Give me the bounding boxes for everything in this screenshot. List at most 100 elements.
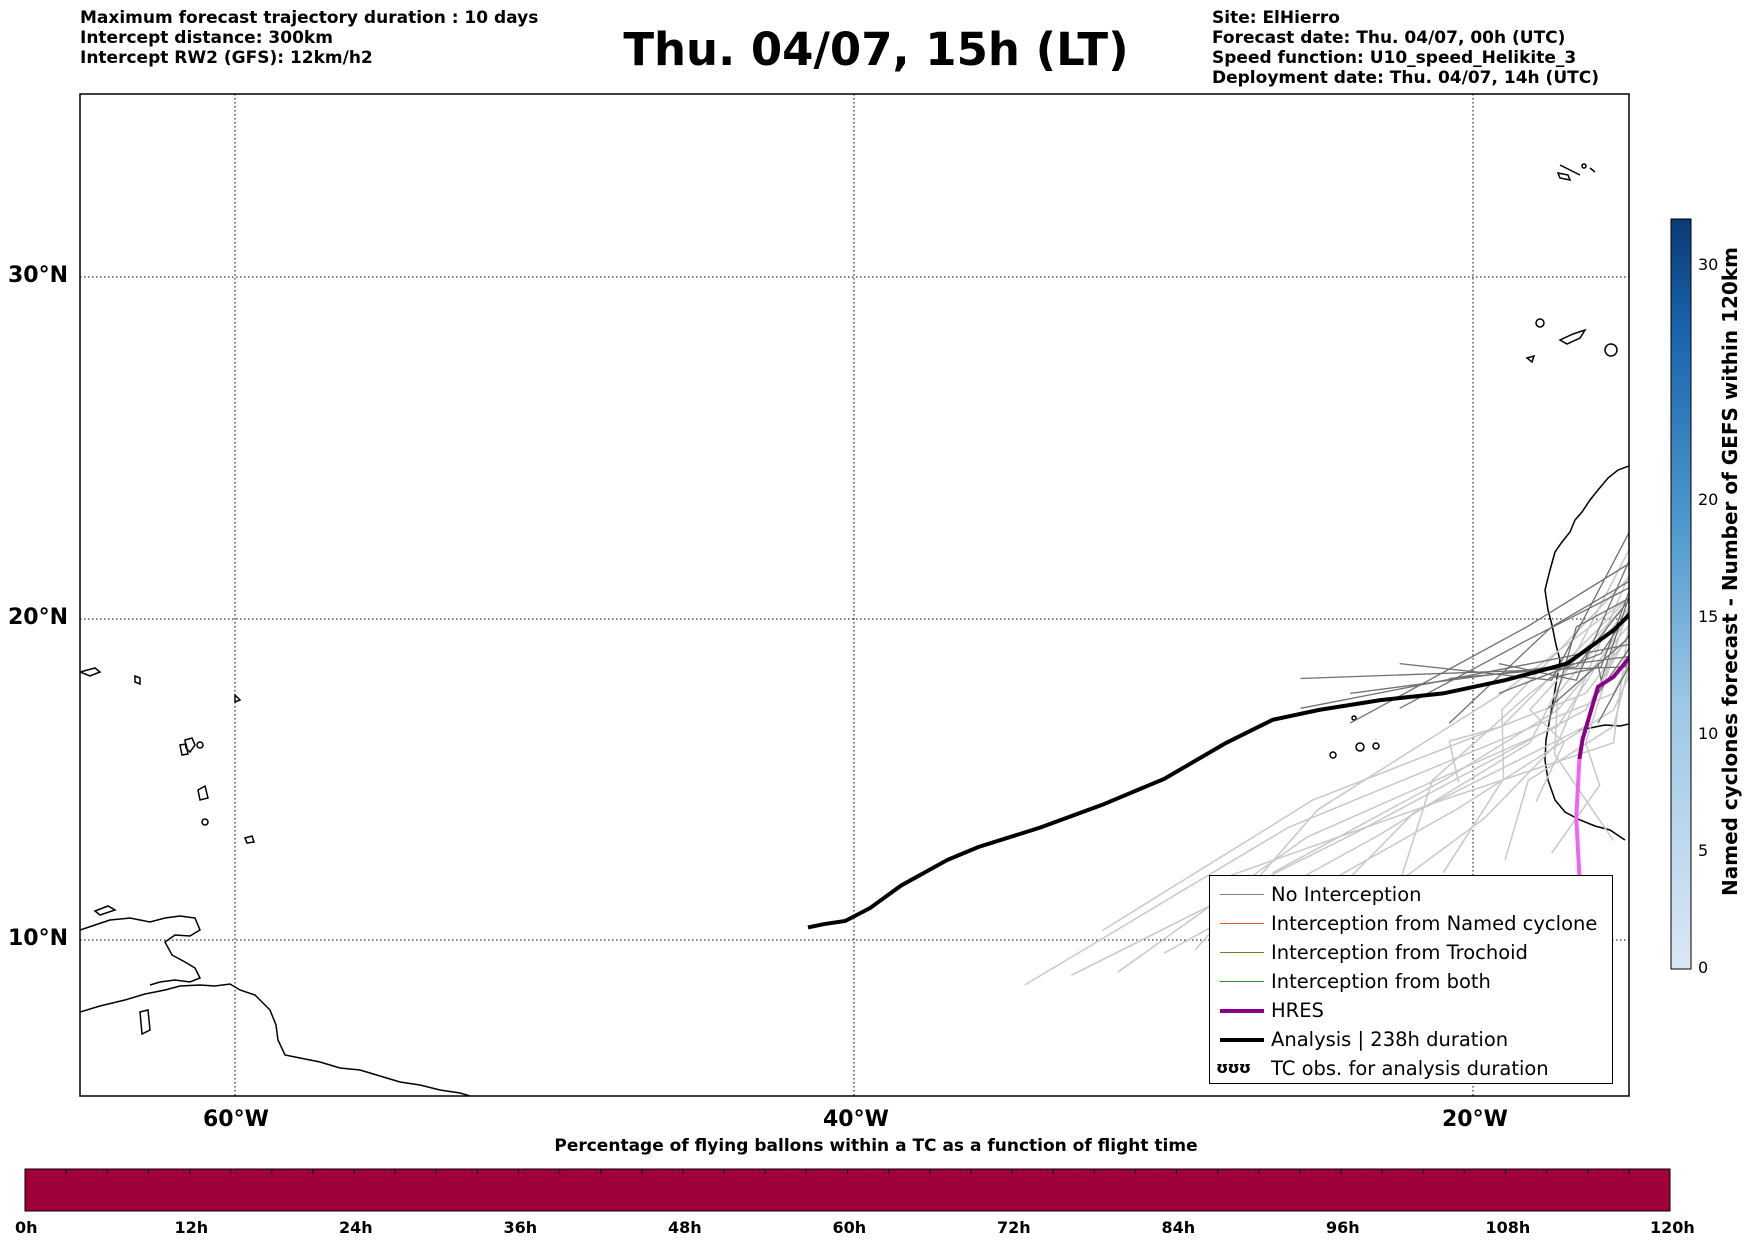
colorbar-tick: 10 [1698,724,1719,743]
header-left-line: Intercept RW2 (GFS): 12km/h2 [80,48,373,68]
coastline-africa [1544,465,1629,841]
tc-bar-tick-label: 0h [15,1218,38,1237]
island-azores [1556,171,1572,182]
no-interception-track [1449,599,1629,680]
header-right: Site: ElHierro Forecast date: Thu. 04/07… [1212,8,1599,88]
ensemble-track [1101,634,1629,932]
ensemble-track [1550,603,1629,854]
legend-label: HRES [1271,999,1324,1022]
ensemble-track [1163,548,1629,954]
ensemble-track [1504,663,1629,861]
header-right-line: Speed function: U10_speed_Helikite_3 [1212,48,1577,68]
island-cape-verde [1351,715,1357,721]
ensemble-track [1349,573,1629,919]
no-interception-track [1300,652,1629,680]
ensemble-track [1194,596,1629,951]
header-right-line: Deployment date: Thu. 04/07, 14h (UTC) [1212,68,1599,88]
no-interception-track [1597,646,1629,694]
coastline-venezuela [80,915,202,986]
no-interception-track [1548,633,1629,709]
header-left-line: Intercept distance: 300km [80,28,333,48]
gridlines [80,94,1629,1096]
page-title: Thu. 04/07, 15h (LT) [623,23,1129,76]
tc-obs-icon: ʊʊʊ [1216,1058,1251,1077]
legend-item-analysis: Analysis | 238h duration [1210,1026,1610,1054]
ensemble-track [1272,624,1629,874]
header-right-line: Site: ElHierro [1212,8,1340,28]
island-caribbean [234,693,242,704]
coastline-iberia [1559,164,1596,176]
no-interception-track [1300,643,1629,709]
legend: No Interception Interception from Named … [1209,875,1613,1084]
island-azores [1581,163,1587,169]
header-left: Maximum forecast trajectory duration : 1… [80,8,538,68]
island-caribbean [197,784,209,801]
island-caribbean [139,1009,151,1036]
island-caribbean [179,743,189,756]
island-caribbean [93,905,117,916]
tc-bar-tick-label: 120h [1650,1218,1695,1237]
lat-label: 20°N [8,605,69,630]
legend-item-hres: HRES [1210,997,1610,1025]
island-cape-verde [1329,751,1337,759]
lat-label: 10°N [8,926,69,951]
coastlines [80,164,1629,1096]
ensemble-track [1241,673,1629,932]
island-cape-verde [1355,742,1365,752]
island-canary [1604,343,1618,357]
legend-item-both: Interception from both [1210,968,1610,996]
legend-swatch [1220,923,1264,924]
hres-trajectory [1577,654,1629,760]
island-canary [1558,328,1587,345]
islands [80,163,1618,1036]
no-interception-track [1597,595,1629,683]
legend-swatch [1220,981,1264,982]
tc-bar-tick-label: 12h [174,1218,209,1237]
island-cape-verde [1372,742,1380,750]
island-canary [1535,318,1545,328]
no-interception-track [1349,562,1629,724]
legend-label: Interception from Named cyclone [1271,912,1598,935]
header-right-line: Forecast date: Thu. 04/07, 00h (UTC) [1212,28,1566,48]
no-interception-trajectories [1300,531,1629,724]
lon-label: 40°W [823,1107,889,1132]
no-interception-track [1548,589,1629,680]
legend-label: Analysis | 238h duration [1271,1028,1509,1051]
colorbar [1670,218,1692,970]
legend-swatch [1220,952,1264,953]
legend-label: Interception from Trochoid [1271,941,1528,964]
legend-label: TC obs. for analysis duration [1271,1057,1549,1080]
tc-bar-tick-label: 72h [997,1218,1031,1237]
legend-label: No Interception [1271,883,1422,906]
tc-bar-tick-label: 60h [832,1218,867,1237]
ensemble-track [1442,576,1629,874]
island-caribbean [134,674,141,686]
legend-item-named-cyclone: Interception from Named cyclone [1210,910,1610,938]
tc-bar-tick-label: 96h [1326,1218,1360,1237]
tc-bar-tick-label: 24h [339,1218,373,1237]
no-interception-track [1547,597,1629,724]
lat-label: 30°N [8,263,69,288]
ensemble-track [1210,616,1629,884]
tc-bar-tick-label: 48h [668,1218,702,1237]
legend-swatch [1220,1009,1264,1013]
tc-bar-tick-label: 36h [503,1218,538,1237]
legend-item-no-interception: No Interception [1210,881,1610,909]
tc-bar-title: Percentage of flying ballons within a TC… [554,1136,1198,1156]
legend-swatch [1220,1038,1264,1042]
colorbar-tick: 30 [1698,255,1719,274]
colorbar-tick: 20 [1698,490,1719,509]
colorbar-tick: 0 [1698,958,1709,977]
no-interception-track [1399,587,1629,709]
no-interception-track [1498,610,1629,695]
legend-item-tc-obs: ʊʊʊ TC obs. for analysis duration [1210,1055,1610,1083]
colorbar-tick: 15 [1698,607,1719,626]
colorbar-label: Named cyclones forecast - Number of GEFS… [1718,247,1742,896]
island-canary [1525,354,1536,364]
colorbar-tick: 5 [1698,841,1709,860]
legend-label: Interception from both [1271,970,1491,993]
analysis-trajectory [807,612,1629,930]
map-frame [79,93,1630,1097]
island-caribbean [80,667,102,677]
no-interception-track [1498,559,1629,681]
